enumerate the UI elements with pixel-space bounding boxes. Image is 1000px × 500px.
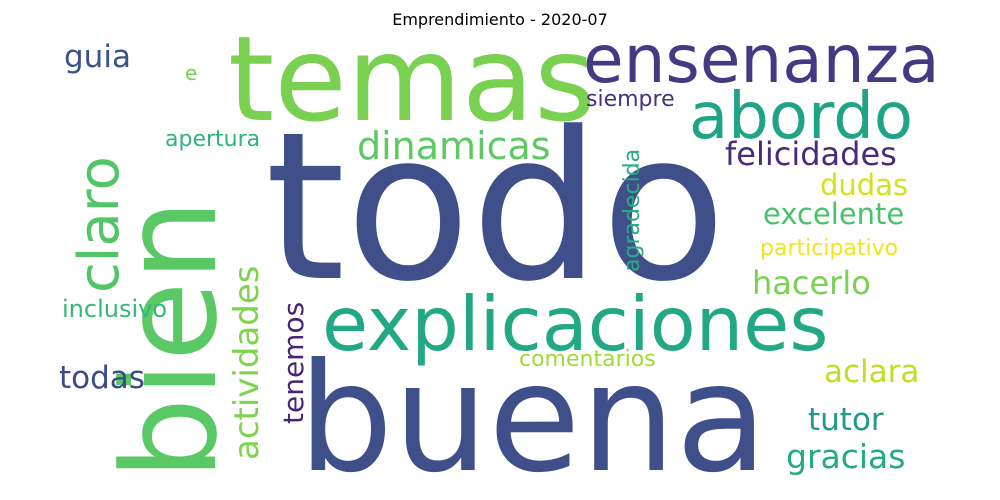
word-todas: todas: [59, 360, 145, 396]
word-aclara: aclara: [824, 354, 919, 390]
word-temas: temas: [228, 10, 596, 148]
word-dudas: dudas: [820, 168, 908, 202]
word-gracias: gracias: [786, 437, 905, 476]
word-tutor: tutor: [808, 402, 884, 438]
word-todo: todo: [265, 89, 726, 327]
word-participativo: participativo: [760, 236, 898, 261]
word-guia: guia: [64, 39, 131, 75]
word-bien: bien: [94, 199, 246, 480]
word-comentarios: comentarios: [519, 347, 656, 372]
word-hacerlo: hacerlo: [752, 264, 871, 302]
word-actividades: actividades: [227, 265, 267, 460]
word-inclusivo: inclusivo: [62, 295, 167, 323]
word-buena: buena: [298, 332, 768, 500]
word-felicidades: felicidades: [725, 135, 897, 173]
word-e: e: [185, 61, 197, 85]
word-abordo: abordo: [689, 80, 913, 154]
word-agradecida: agradecida: [620, 149, 645, 272]
word-apertura: apertura: [165, 127, 260, 152]
word-tenemos: tenemos: [277, 302, 310, 424]
word-siempre: siempre: [586, 87, 675, 112]
chart-title: Emprendimiento - 2020-07: [392, 10, 608, 29]
word-explicaciones: explicaciones: [322, 280, 828, 368]
word-ensenanza: ensenanza: [583, 21, 940, 98]
word-dinamicas: dinamicas: [357, 124, 551, 168]
word-claro: claro: [67, 156, 132, 293]
word-excelente: excelente: [763, 197, 904, 231]
